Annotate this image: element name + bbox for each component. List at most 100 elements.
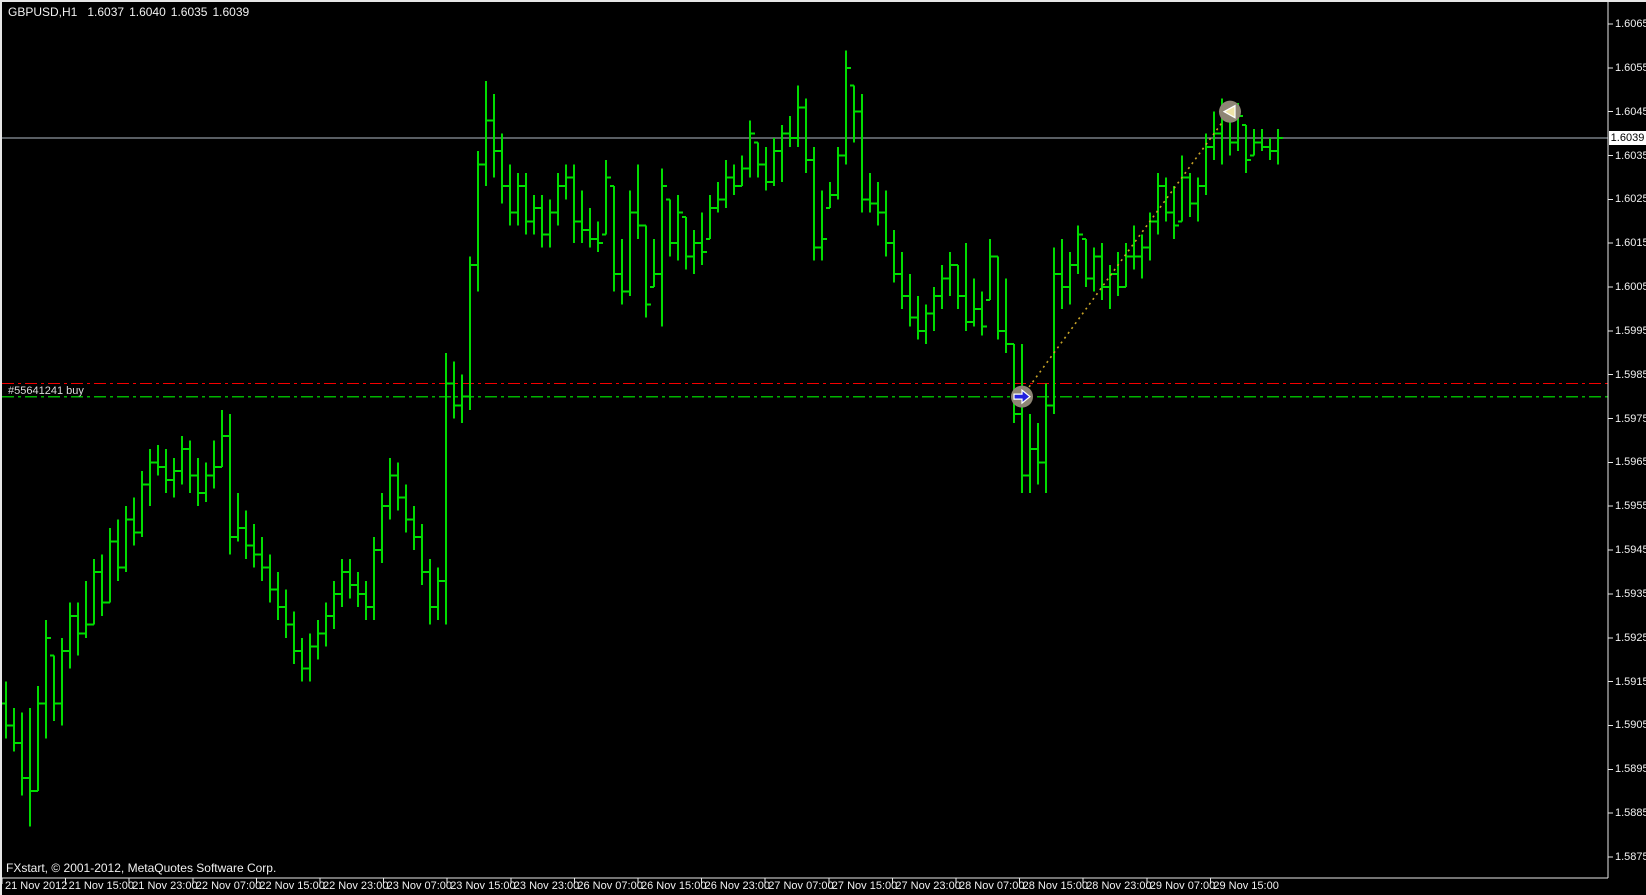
ohlc-bar [314,620,323,660]
ohlc-bar [274,572,283,621]
ohlc-bar [690,230,699,274]
ohlc-bar [874,181,883,226]
low-value: 1.6035 [170,5,208,19]
ohlc-bar [906,273,915,327]
ohlc-bar [386,458,395,520]
ohlc-bar [74,602,83,656]
ohlc-bar [178,436,187,485]
time-scale-label: 23 Nov 15:00 [450,880,516,892]
ohlc-bar [530,194,539,235]
ohlc-bar [890,230,899,283]
ohlc-bar [242,510,251,559]
ohlc-bar [570,164,579,244]
time-scale-label: 22 Nov 07:00 [195,880,262,892]
trade-end-marker-icon[interactable] [1222,104,1236,119]
ohlc-bar [522,173,531,235]
ohlc-bar [810,146,819,261]
ohlc-bar [210,440,219,489]
ohlc-bar [1178,155,1187,223]
ohlc-bar [426,558,435,625]
high-value: 1.6040 [129,5,166,19]
ohlc-bar [770,137,779,187]
ohlc-bar [354,572,363,608]
price-scale-label: 1.6025 [1615,193,1646,206]
ohlc-bar [226,414,235,555]
ohlc-bar [1274,129,1283,165]
ohlc-bar [114,519,123,581]
ohlc-bar [1258,129,1267,152]
ohlc-bar [538,194,547,248]
ohlc-bar [402,484,411,533]
price-scale-label: 1.6035 [1615,149,1646,162]
ohlc-bar [1138,234,1147,279]
ohlc-bar [58,637,67,726]
ohlc-bar [578,190,587,244]
ohlc-bar [674,194,683,261]
time-scale-label: 21 Nov 2012 [5,880,68,892]
ohlc-bar [962,243,971,331]
time-scale-label: 22 Nov 15:00 [259,880,325,892]
ohlc-bar [162,449,171,494]
ohlc-bar [490,94,499,178]
ohlc-bar [882,190,891,257]
ohlc-bar [282,589,291,638]
ohlc-bar [746,120,755,178]
ohlc-bar [1250,129,1259,157]
ohlc-bar [946,251,955,296]
current-price-label: 1.6039 [1609,130,1646,145]
price-scale-label: 1.5985 [1615,368,1646,381]
time-scale-label: 26 Nov 07:00 [577,880,643,892]
ohlc-bar [346,558,355,599]
ohlc-bar [994,255,1003,340]
ohlc-bar [1170,186,1179,239]
ohlc-bar [10,707,19,752]
ohlc-bar [762,146,771,191]
ohlc-bar [1186,173,1195,217]
ohlc-bar [330,580,339,629]
ohlc-bar [1090,247,1099,292]
buy-arrow-marker-icon[interactable] [1013,388,1031,405]
ohlc-bar [970,278,979,327]
price-scale-label: 1.5905 [1615,719,1646,732]
time-scale-label: 23 Nov 23:00 [513,880,580,892]
price-scale-label: 1.5875 [1615,850,1646,863]
ohlc-bar [1122,243,1131,289]
price-scale-label: 1.5975 [1615,412,1646,425]
ohlc-bar [634,164,643,239]
ohlc-bar [1026,414,1035,494]
time-scale-label: 29 Nov 15:00 [1213,880,1279,892]
ohlc-bar [914,295,923,340]
ohlc-bar [1034,422,1043,485]
ohlc-bar [602,159,611,236]
ohlc-bar [514,173,523,226]
ohlc-bar [498,133,507,204]
price-scale-label: 1.6055 [1615,61,1646,74]
price-scale-label: 1.5965 [1615,456,1646,469]
price-scale-label: 1.6005 [1615,281,1646,294]
ohlc-bar [186,440,195,494]
ohlc-bar [98,554,107,616]
time-scale-label: 21 Nov 15:00 [68,880,135,892]
ohlc-bar [138,471,147,537]
ohlc-header: GBPUSD,H1 1.6037 1.6040 1.6035 1.6039 [8,6,254,19]
price-scale-label: 1.5935 [1615,587,1646,600]
ohlc-bar [298,637,307,682]
ohlc-bar [290,611,299,665]
price-scale-label: 1.5885 [1615,807,1646,820]
ohlc-bar [26,707,35,827]
price-scale-label: 1.5995 [1615,324,1646,337]
ohlc-bar [442,352,451,625]
price-scale-label: 1.5895 [1615,763,1646,776]
ohlc-bar [682,215,691,270]
time-scale-label: 29 Nov 07:00 [1149,880,1216,892]
ohlc-bar [786,116,795,147]
ohlc-bar [818,190,827,261]
ohlc-bar [714,181,723,213]
ohlc-bar [986,238,995,302]
ohlc-bar [834,146,843,200]
open-value: 1.6037 [87,5,125,19]
time-scale-label: 26 Nov 23:00 [704,880,771,892]
time-scale-label: 21 Nov 23:00 [132,880,198,892]
